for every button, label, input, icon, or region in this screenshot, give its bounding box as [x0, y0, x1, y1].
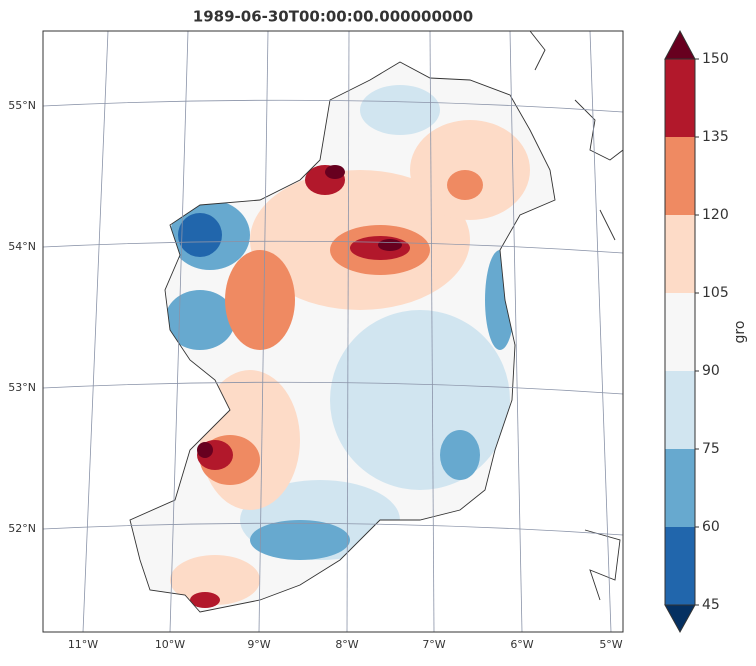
colorbar-tick-label: 60 [702, 519, 720, 535]
lon-label: 7°W [422, 638, 445, 651]
colorbar-segment [665, 137, 695, 215]
map-frame [42, 30, 624, 633]
colorbar-tick-label: 45 [702, 597, 720, 613]
graticule [43, 31, 623, 632]
colorbar-tick-label: 75 [702, 441, 720, 457]
colorbar-segment [665, 215, 695, 293]
lat-label: 55°N [8, 99, 36, 112]
map-area [43, 31, 623, 632]
lon-label: 8°W [335, 638, 358, 651]
colorbar-segment [665, 59, 695, 137]
lon-label: 9°W [247, 638, 270, 651]
lat-label: 53°N [8, 381, 36, 394]
colorbar-tick-label: 90 [702, 363, 720, 379]
colorbar-label: gro [732, 321, 748, 344]
colorbar-extend-over [664, 29, 696, 60]
map-title: 1989-06-30T00:00:00.000000000 [193, 8, 473, 26]
colorbar-frame [664, 58, 696, 606]
colorbar-segment [665, 527, 695, 605]
colorbar-segment [665, 293, 695, 371]
colorbar-tick-label: 120 [702, 207, 729, 223]
lat-label: 52°N [8, 522, 36, 535]
colorbar-extend-under [664, 604, 696, 634]
colorbar-tick-label: 105 [702, 285, 729, 301]
contour-field [130, 62, 555, 612]
lon-label: 6°W [510, 638, 533, 651]
lon-label: 10°W [155, 638, 185, 651]
colorbar-segment [665, 371, 695, 449]
colorbar-segment [665, 449, 695, 527]
colorbar-tick-label: 150 [702, 51, 729, 67]
lat-label: 54°N [8, 240, 36, 253]
lon-label: 5°W [599, 638, 622, 651]
colorbar-tick-label: 135 [702, 129, 729, 145]
lon-label: 11°W [68, 638, 98, 651]
